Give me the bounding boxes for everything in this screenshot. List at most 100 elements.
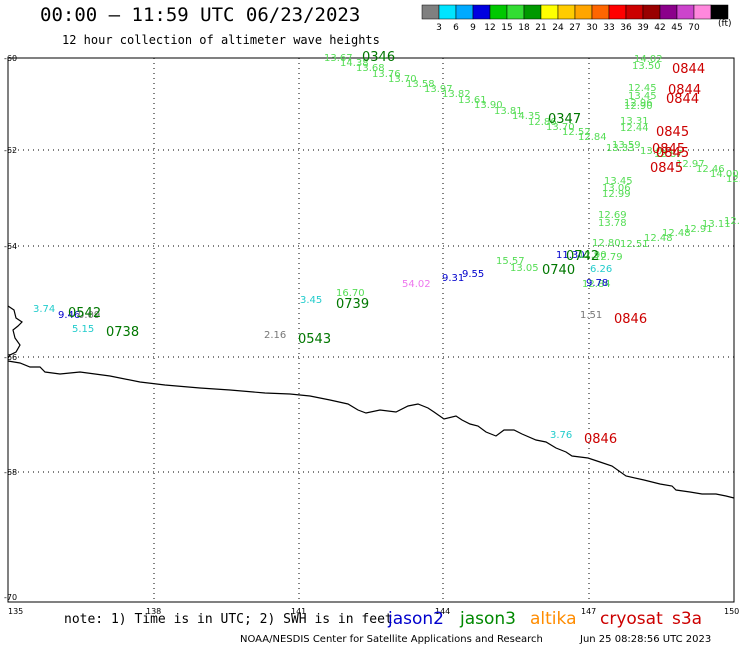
color-scale-labels: 3 6 9 12 15 18 21 24 27 30 33 36 39 42 45 70 (436, 23, 700, 33)
wave-height-label: 12.52 (562, 127, 591, 138)
wave-height-label: 0.09 (78, 310, 100, 321)
footnote: note: 1) Time is in UTC; 2) SWH is in fe… (64, 612, 393, 627)
wave-height-label: 13.78 (598, 218, 627, 229)
wave-height-label: 3.45 (300, 295, 322, 306)
wave-height-label: 13.90 (474, 100, 503, 111)
map-frame (7, 57, 735, 603)
generation-timestamp: Jun 25 08:28:56 UTC 2023 (580, 634, 712, 645)
wave-height-label: 15.57 (496, 256, 525, 267)
pass-time-label: 0845 (656, 125, 689, 140)
color-scale-label: 30 (586, 23, 598, 33)
x-tick-label: 144 (435, 607, 450, 616)
legend-jason2: jason2 (388, 609, 444, 629)
wave-height-label: 12.99 (602, 189, 631, 200)
wave-height-label: 13.06 (602, 183, 631, 194)
wave-height-label: 2.16 (264, 330, 286, 341)
wave-height-label: 16.70 (336, 288, 365, 299)
pass-time-label: 0739 (336, 297, 369, 312)
color-scale-label: 42 (654, 23, 665, 33)
color-scale-label: 33 (603, 23, 614, 33)
y-tick-label: -62 (4, 146, 17, 155)
y-tick-label: -68 (4, 468, 17, 477)
wave-height-label: 13.70 (546, 122, 575, 133)
pass-time-label: 0542 (68, 306, 101, 321)
color-scale-swatch (557, 4, 576, 20)
x-axis-labels: 135 138 141 144 147 150 (8, 607, 739, 616)
wave-height-label: 9.31 (442, 273, 464, 284)
color-scale-label: 70 (688, 23, 700, 33)
wave-height-observations: 13.6714.3813.6813.7613.7013.5813.9713.82… (33, 53, 740, 441)
wave-height-label: 14.38 (340, 58, 369, 69)
color-scale-swatch (540, 4, 559, 20)
wave-height-label: 12.48 (644, 233, 673, 244)
pass-time-label: 0346 (362, 50, 395, 65)
pass-time-label: 0845 (656, 146, 689, 161)
wave-height-label: 12.79 (594, 252, 623, 263)
color-scale-swatch (489, 4, 508, 20)
y-axis-labels: -60 -62 -64 -66 -68 -70 (4, 54, 17, 602)
color-scale-label: 15 (501, 23, 512, 33)
wave-height-label: 14.02 (634, 54, 663, 65)
wave-height-label: 3.74 (33, 304, 55, 315)
pass-time-label: 0347 (548, 112, 581, 127)
color-scale-swatch (506, 4, 525, 20)
wave-height-label: 13.82 (442, 89, 471, 100)
wave-height-label: 54.02 (402, 279, 431, 290)
wave-height-label: 12.86 (528, 117, 557, 128)
wave-height-label: 12.96 (624, 98, 653, 109)
color-scale-swatch (659, 4, 678, 20)
wave-height-label: 13.33 (606, 143, 635, 154)
wave-height-label: 13.45 (628, 91, 657, 102)
x-tick-label: 141 (291, 607, 306, 616)
x-tick-label: 138 (146, 607, 161, 616)
color-scale-label: 21 (535, 23, 546, 33)
color-scale-swatch (574, 4, 593, 20)
pass-time-label: 0844 (668, 83, 701, 98)
y-tick-label: -64 (4, 242, 17, 251)
wave-height-label: 12.69 (598, 210, 627, 221)
color-scale-swatch (676, 4, 695, 20)
color-scale-label: 24 (552, 23, 564, 33)
color-scale-label: 27 (569, 23, 580, 33)
page-title: 00:00 – 11:59 UTC 06/23/2023 (40, 4, 361, 26)
color-scale-swatch (625, 4, 644, 20)
x-tick-label: 147 (581, 607, 596, 616)
wave-height-label: 12.97 (676, 159, 705, 170)
wave-height-label: 13.70 (388, 74, 417, 85)
color-scale-swatch (421, 4, 440, 20)
wave-height-label: 9.78 (586, 278, 608, 289)
color-scale-label: 9 (470, 23, 476, 33)
wave-height-label: 13.07 (640, 146, 669, 157)
wave-height-label: 12.72 (724, 216, 740, 227)
pass-time-label: 0738 (106, 325, 139, 340)
color-scale-swatch (438, 4, 457, 20)
color-scale-swatch (710, 4, 729, 20)
legend-jason3: jason3 (460, 609, 516, 629)
pass-time-label: 0846 (584, 432, 617, 447)
grid-lines (8, 58, 734, 602)
wave-height-label: 6.26 (590, 264, 612, 275)
wave-height-label: 13.76 (372, 69, 401, 80)
color-scale-label: 36 (620, 23, 632, 33)
legend-s3a: s3a (672, 609, 703, 629)
wave-height-label: 12.80 (592, 238, 621, 249)
y-tick-label: -70 (4, 593, 17, 602)
color-scale-label: 18 (518, 23, 530, 33)
legend-cryosat: cryosat (600, 609, 663, 629)
wave-height-label: 13.31 (620, 116, 649, 127)
color-scale-swatch (523, 4, 542, 20)
wave-height-label: 13.58 (406, 79, 435, 90)
color-scale-swatch (455, 4, 474, 20)
color-scale-label: 12 (484, 23, 495, 33)
wave-height-label: 12.51 (620, 239, 649, 250)
wave-height-label: 13.11 (702, 219, 731, 230)
color-scale-label: 39 (637, 23, 649, 33)
wave-height-label: 13.81 (494, 106, 523, 117)
wave-height-label: 5.15 (72, 324, 94, 335)
pass-time-label: 0844 (672, 62, 705, 77)
color-scale-label: 45 (671, 23, 682, 33)
pass-time-label: 0740 (542, 263, 575, 278)
pass-time-label: 0543 (298, 332, 331, 347)
x-tick-label: 150 (724, 607, 739, 616)
